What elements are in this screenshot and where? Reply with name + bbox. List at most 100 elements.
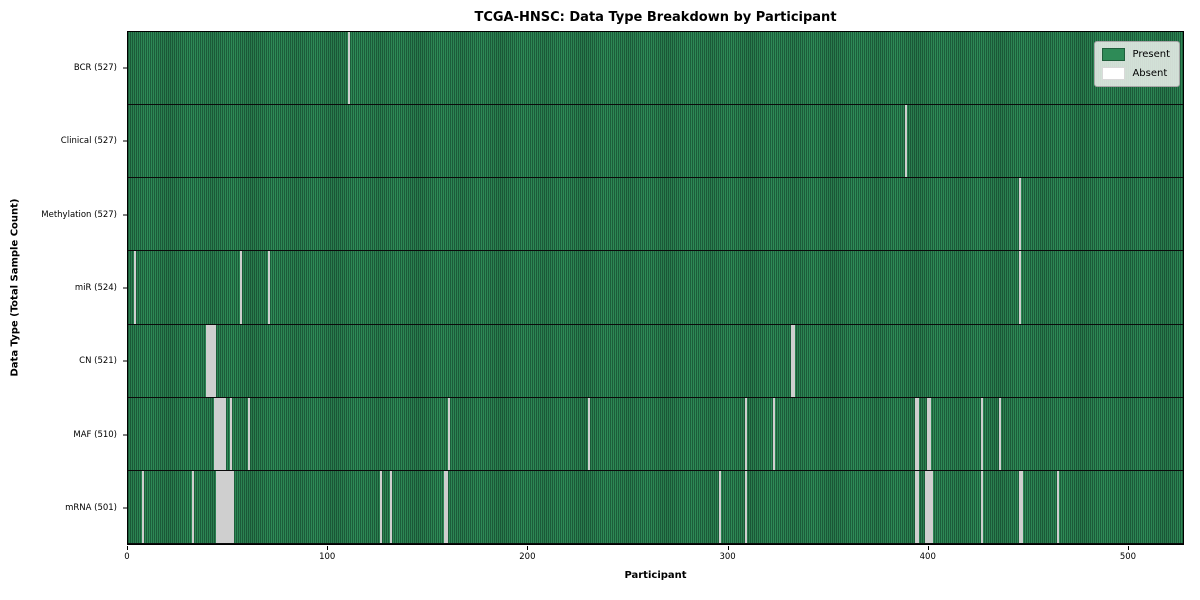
x-tick-mark [1127,546,1129,550]
absent-stripe [213,397,216,470]
absent-stripe [917,397,920,470]
absent-stripe [227,470,230,543]
legend-label-absent: Absent [1132,68,1168,79]
absent-stripe [215,470,218,543]
y-tick-label: CN (521) [79,356,117,367]
absent-stripe [925,470,928,543]
absent-stripe [719,470,722,543]
x-tick-mark [527,546,529,550]
heatmap-row [128,178,1183,252]
y-tick-label: BCR (527) [73,62,117,73]
heatmap-row [128,32,1183,106]
y-tick-label: MAF (510) [73,429,117,440]
absent-stripe [905,105,908,178]
x-axis-label: Participant [624,570,687,581]
x-tick-label: 500 [1119,552,1137,562]
absent-stripe [1019,251,1022,324]
legend-item-absent: Absent [1102,67,1170,80]
legend: Present Absent [1094,41,1180,87]
absent-stripe [247,397,250,470]
absent-stripe [221,397,224,470]
absent-stripe [927,397,930,470]
x-tick-mark [127,546,128,550]
absent-stripe [229,397,232,470]
absent-stripe [209,324,212,397]
absent-stripe [213,324,216,397]
absent-stripe [931,470,934,543]
absent-stripe [917,470,920,543]
x-tick-mark [327,546,329,550]
x-tick-mark [927,546,929,550]
x-tick-label: 100 [319,552,336,562]
plot-area: Present Absent [127,31,1184,545]
absent-stripe [223,397,226,470]
absent-stripe [219,397,222,470]
absent-stripe [1019,470,1022,543]
y-tick-mark [123,507,127,509]
x-axis: 0 100 200 300 400 500 [124,545,1184,571]
absent-stripe [205,324,208,397]
absent-stripe [133,251,136,324]
absent-stripe [773,397,776,470]
y-tick-label: Methylation (527) [41,209,117,220]
legend-label-present: Present [1132,49,1170,60]
absent-stripe [191,470,194,543]
x-tick-label: 200 [519,552,536,562]
absent-stripe [587,397,590,470]
absent-stripe [221,470,224,543]
absent-stripe [215,397,218,470]
x-tick-mark [727,546,729,550]
y-tick-label: Clinical (527) [60,136,117,147]
absent-stripe [445,470,448,543]
legend-swatch-present [1102,48,1126,61]
heatmap-row [128,470,1183,544]
absent-stripe [1019,178,1022,251]
absent-stripe [141,470,144,543]
absent-stripe [229,470,232,543]
absent-stripe [929,397,932,470]
absent-stripe [927,470,930,543]
absent-stripe [225,470,228,543]
heatmap-row [128,324,1183,398]
absent-stripe [267,251,270,324]
absent-stripe [239,251,242,324]
heatmap-row [128,105,1183,179]
absent-stripe [447,397,450,470]
y-tick-mark [123,287,127,289]
absent-stripe [915,470,918,543]
chart-title: TCGA-HNSC: Data Type Breakdown by Partic… [474,10,837,25]
y-tick-mark [123,214,127,216]
legend-swatch-absent [1102,67,1126,80]
heatmap-row [128,251,1183,325]
absent-stripe [981,397,984,470]
absent-stripe [223,470,226,543]
absent-stripe [1021,470,1024,543]
absent-stripe [231,470,234,543]
absent-stripe [793,324,796,397]
y-tick-mark [123,360,127,362]
absent-stripe [219,470,222,543]
y-axis: BCR (527) Clinical (527) Methylation (527)… [0,31,127,545]
heatmap-row [128,397,1183,471]
absent-stripe [745,397,748,470]
absent-stripe [389,470,392,543]
absent-stripe [207,324,210,397]
y-tick-label: mRNA (501) [65,503,117,514]
absent-stripe [981,470,984,543]
legend-item-present: Present [1102,48,1170,61]
absent-stripe [791,324,794,397]
y-tick-mark [123,67,127,69]
x-tick-label: 400 [919,552,936,562]
y-tick-label: miR (524) [74,283,117,293]
y-tick-mark [123,434,127,436]
x-tick-label: 0 [124,552,130,562]
absent-stripe [217,470,220,543]
y-tick-mark [123,140,127,142]
absent-stripe [347,32,350,105]
absent-stripe [211,324,214,397]
x-tick-label: 300 [719,552,736,562]
absent-stripe [443,470,446,543]
absent-stripe [999,397,1002,470]
absent-stripe [745,470,748,543]
